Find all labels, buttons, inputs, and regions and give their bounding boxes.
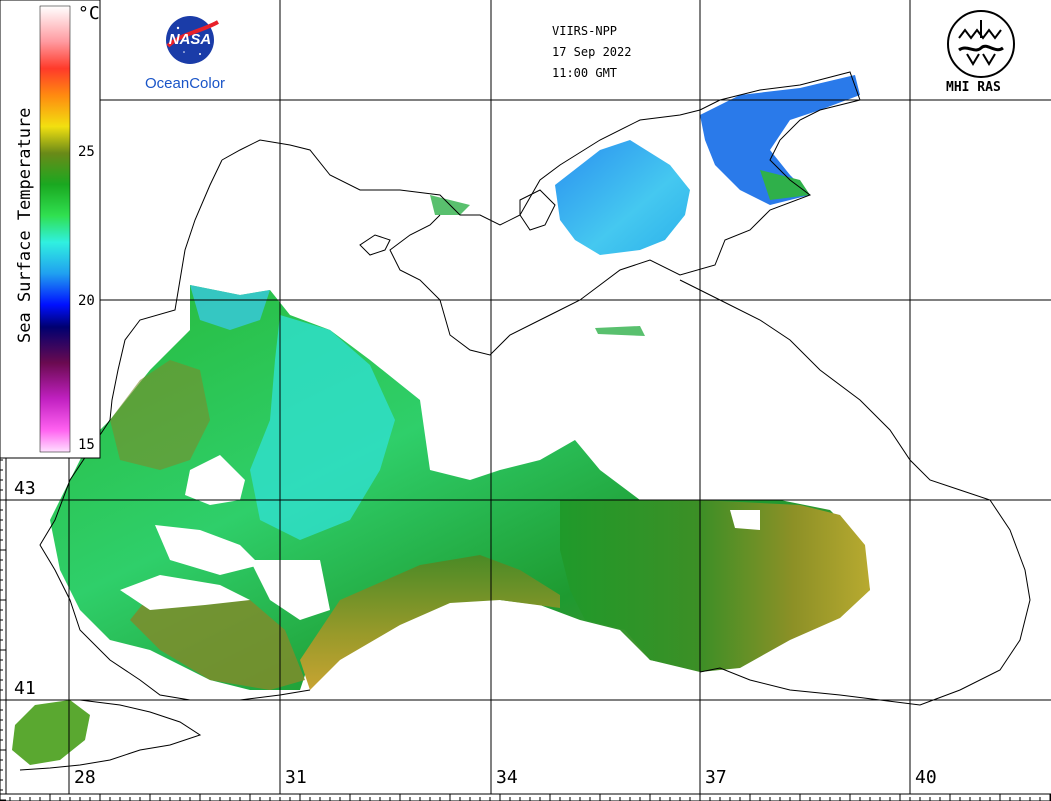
date-label: 17 Sep 2022: [552, 45, 632, 59]
lon-label-31: 31: [285, 767, 307, 788]
lon-label-28: 28: [74, 767, 96, 788]
colorbar-title: Sea Surface Temperature: [15, 107, 35, 343]
colorbar-tick-15: 15: [78, 437, 95, 453]
sst-field-marmara: [12, 700, 90, 765]
colorbar: [0, 0, 101, 459]
oceancolor-label: OceanColor: [145, 75, 226, 92]
lon-label-37: 37: [705, 767, 727, 788]
sst-field-azov: [430, 75, 860, 336]
colorbar-unit: °C: [78, 3, 100, 24]
sensor-label: VIIRS-NPP: [552, 24, 618, 38]
colorbar-tick-20: 20: [78, 293, 95, 309]
bottom-tick-scale: [0, 793, 1051, 801]
colorbar-tick-25: 25: [78, 144, 95, 160]
cloud-gap-center: [120, 455, 760, 620]
lon-label-34: 34: [496, 767, 518, 788]
colorbar-gradient: [39, 5, 71, 453]
nasa-logo-text: NASA: [168, 31, 212, 48]
sst-field-south: [130, 555, 560, 690]
sst-field-east: [560, 500, 870, 672]
sst-field-cyan-center: [190, 285, 395, 540]
sst-field-northwest: [110, 360, 210, 470]
mhi-logo: [945, 8, 1017, 80]
mhi-label: MHI RAS: [946, 80, 1001, 95]
lon-label-40: 40: [915, 767, 937, 788]
coastline: [12, 71, 1031, 771]
lat-label-43: 43: [14, 478, 36, 499]
lat-label-41: 41: [14, 678, 36, 699]
nasa-logo: NASA: [160, 14, 220, 66]
time-label: 11:00 GMT: [552, 66, 618, 80]
